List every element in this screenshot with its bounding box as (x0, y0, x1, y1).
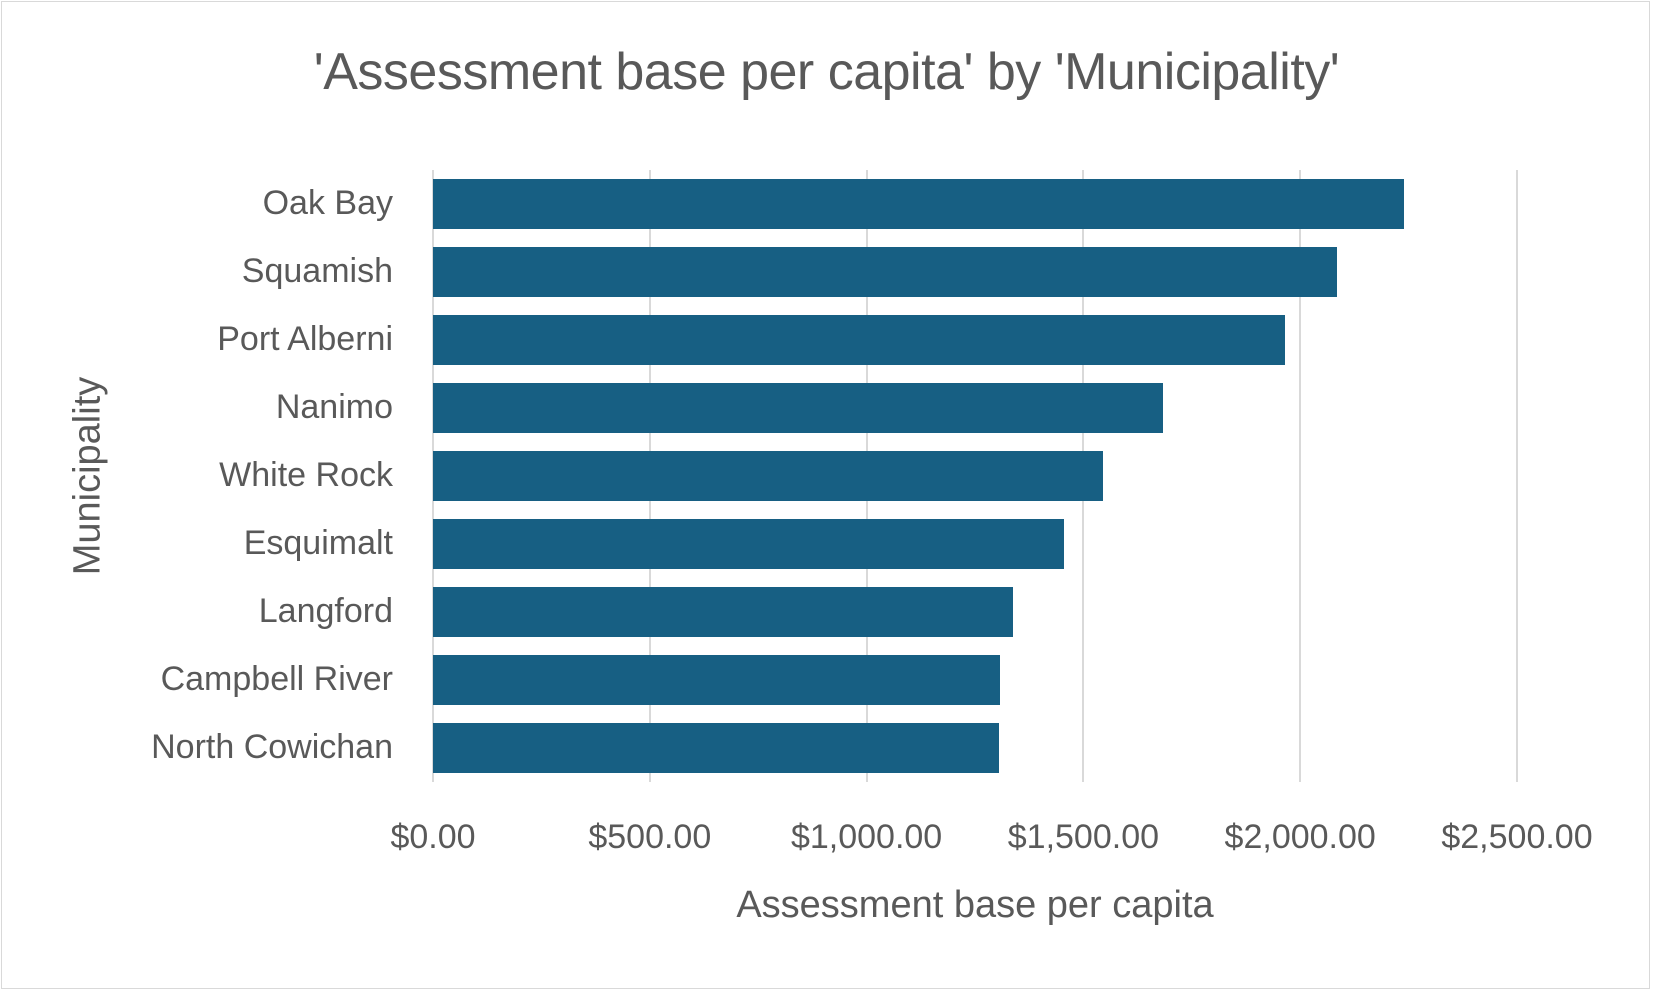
x-tick-label: $1,500.00 (1007, 818, 1160, 856)
category-label: Campbell River (160, 660, 393, 698)
x-axis-title: Assessment base per capita (736, 884, 1214, 926)
category-label: Esquimalt (243, 524, 393, 562)
category-label: Squamish (241, 252, 393, 290)
bar[interactable] (433, 587, 1014, 637)
gridline (1516, 170, 1518, 782)
chart-title: 'Assessment base per capita' by 'Municip… (313, 43, 1340, 101)
plot-area (432, 170, 1518, 782)
bar[interactable] (433, 519, 1065, 569)
bar[interactable] (433, 383, 1164, 433)
bar[interactable] (433, 451, 1104, 501)
category-label: White Rock (219, 456, 393, 494)
bar[interactable] (433, 315, 1285, 365)
bar[interactable] (433, 655, 1001, 705)
x-tick-label: $1,000.00 (790, 818, 943, 856)
category-label: Port Alberni (217, 320, 393, 358)
bar[interactable] (433, 179, 1405, 229)
y-axis-title: Municipality (66, 376, 109, 576)
category-label: Oak Bay (262, 184, 393, 222)
category-label: Langford (258, 592, 393, 630)
gridline (1299, 170, 1302, 782)
category-label: North Cowichan (151, 728, 393, 766)
bar[interactable] (433, 723, 1000, 773)
x-tick-label: $500.00 (588, 818, 712, 856)
bar[interactable] (433, 247, 1338, 297)
x-tick-label: $2,500.00 (1441, 818, 1593, 856)
x-tick-label: $0.00 (390, 818, 476, 856)
x-tick-label: $2,000.00 (1224, 818, 1376, 856)
category-label: Nanimo (275, 388, 393, 426)
